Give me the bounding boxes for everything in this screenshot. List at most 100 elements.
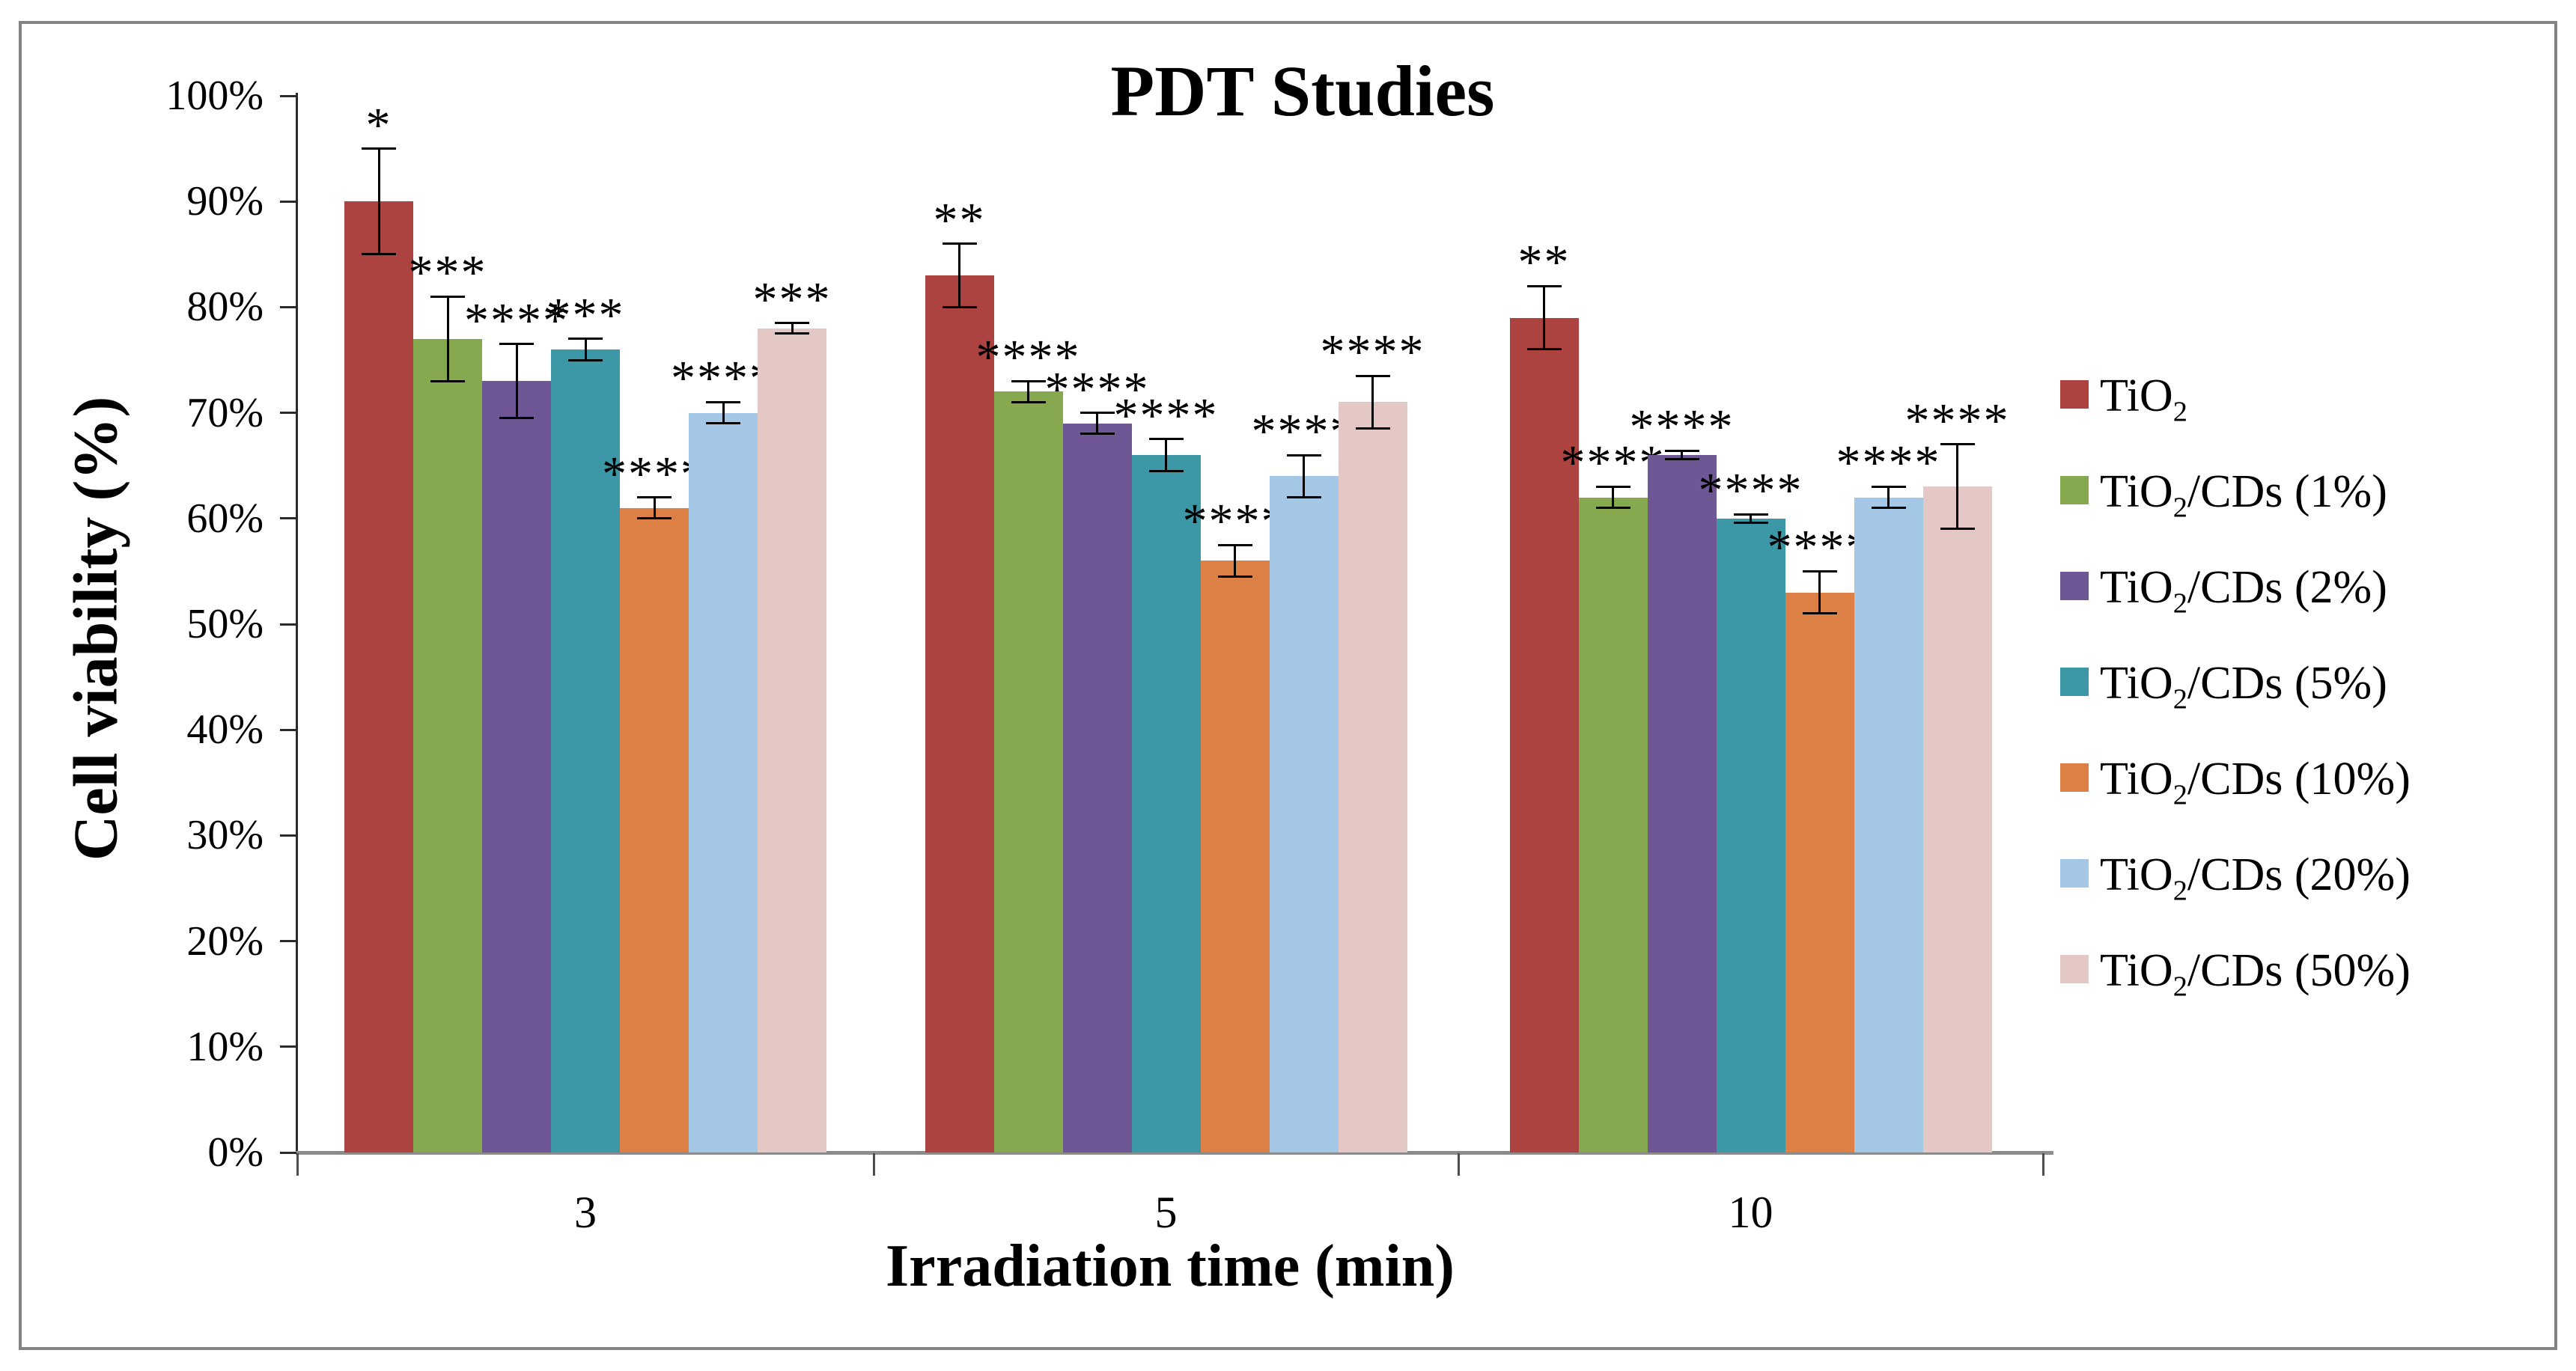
bar [689, 412, 758, 1152]
significance-label: **** [1560, 436, 1666, 491]
error-bar [1543, 286, 1545, 349]
bar [1200, 561, 1270, 1152]
bar [551, 349, 620, 1152]
significance-label: **** [464, 293, 569, 348]
bar [344, 201, 413, 1152]
error-bar-cap-top [775, 322, 809, 325]
y-tick-label: 20% [186, 917, 264, 965]
y-tick-label: 30% [186, 812, 264, 859]
x-tick [1457, 1153, 1460, 1176]
error-bar [1750, 514, 1752, 523]
y-tick-label: 0% [207, 1129, 264, 1176]
legend-swatch [2060, 668, 2089, 696]
y-tick [280, 517, 296, 520]
error-bar-cap-bottom [1595, 507, 1630, 510]
legend-swatch [2060, 476, 2089, 504]
significance-label: * [365, 97, 392, 153]
error-bar-cap-top [1802, 570, 1837, 572]
significance-label: **** [1836, 436, 1941, 491]
y-tick [280, 305, 296, 308]
significance-label: **** [975, 330, 1081, 385]
bar [1062, 423, 1132, 1152]
error-bar-cap-bottom [1286, 496, 1321, 499]
y-tick [280, 1045, 296, 1048]
bar [1131, 455, 1201, 1152]
y-tick [280, 940, 296, 943]
error-bar-cap-top [1217, 543, 1252, 546]
significance-label: **** [602, 446, 707, 501]
legend-swatch [2060, 955, 2089, 983]
error-bar [1234, 545, 1236, 577]
legend-label: TiO2/CDs (1%) [2100, 466, 2387, 524]
x-category-label: 5 [1154, 1188, 1178, 1237]
significance-label: **** [1182, 494, 1288, 549]
legend-label: TiO2/CDs (10%) [2100, 754, 2411, 811]
error-bar [791, 323, 794, 334]
bar [1338, 402, 1407, 1152]
error-bar [1303, 455, 1305, 498]
error-bar-cap-bottom [499, 417, 534, 420]
bar [993, 391, 1063, 1152]
error-bar-cap-bottom [1355, 427, 1390, 430]
y-axis-line [296, 93, 298, 1155]
error-bar [1165, 439, 1167, 471]
bar [620, 507, 689, 1152]
bar [1578, 497, 1648, 1152]
significance-label: **** [1698, 463, 1803, 519]
significance-label: ** [933, 192, 986, 248]
error-bar [1956, 444, 1958, 529]
error-bar-cap-top [637, 496, 672, 499]
y-tick [280, 200, 296, 203]
x-category-label: 10 [1728, 1188, 1773, 1237]
error-bar [1612, 486, 1614, 508]
bar [925, 275, 994, 1152]
y-tick [280, 94, 296, 97]
legend-item: TiO2/CDs (50%) [2060, 943, 2411, 1039]
y-tick [280, 412, 296, 415]
y-tick-label: 10% [186, 1023, 264, 1070]
legend-label: TiO2/CDs (2%) [2100, 562, 2387, 620]
legend-label: TiO2/CDs (20%) [2100, 849, 2411, 907]
error-bar-cap-top [1080, 412, 1115, 415]
error-bar-cap-top [1148, 438, 1184, 441]
bar [1785, 592, 1854, 1152]
error-bar-cap-bottom [430, 379, 465, 382]
y-tick-label: 80% [186, 284, 264, 331]
error-bar-cap-top [1664, 449, 1699, 452]
y-tick-label: 90% [186, 178, 264, 225]
error-bar [653, 497, 656, 519]
error-bar [584, 338, 587, 360]
error-bar-cap-top [942, 242, 977, 245]
y-tick [280, 623, 296, 626]
significance-label: **** [1904, 393, 2010, 448]
significance-label: *** [546, 287, 625, 343]
significance-label: **** [1320, 325, 1425, 380]
error-bar-cap-bottom [568, 358, 603, 361]
significance-label: **** [1113, 388, 1219, 443]
bar [413, 338, 482, 1152]
x-axis-title: Irradiation time (min) [886, 1233, 1455, 1299]
y-tick-label: 70% [186, 389, 264, 436]
error-bar-cap-top [1871, 485, 1906, 488]
x-axis-line [296, 1151, 2053, 1155]
error-bar [722, 402, 725, 424]
error-bar [1027, 381, 1029, 403]
legend-swatch [2060, 572, 2089, 600]
significance-label: ** [1517, 235, 1571, 290]
y-tick [280, 728, 296, 731]
error-bar-cap-top [1940, 443, 1975, 446]
error-bar-cap-bottom [1217, 575, 1252, 578]
bar [1854, 497, 1923, 1152]
significance-label: **** [1629, 400, 1735, 455]
bar [758, 328, 826, 1152]
error-bar-cap-bottom [1871, 507, 1906, 510]
error-bar [1887, 486, 1890, 508]
x-tick [872, 1153, 875, 1176]
error-bar [1096, 412, 1098, 434]
error-bar-cap-top [1011, 379, 1046, 382]
significance-label: **** [671, 351, 776, 406]
error-bar [377, 148, 380, 254]
x-category-label: 3 [574, 1188, 597, 1237]
error-bar-cap-top [430, 295, 465, 298]
y-tick [280, 1151, 296, 1154]
